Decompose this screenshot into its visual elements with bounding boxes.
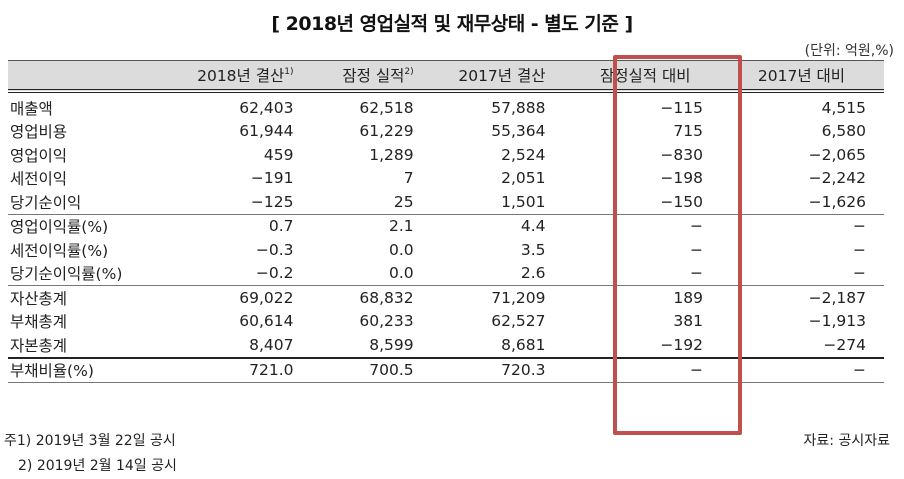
cell-2017: 55,364 [491, 122, 546, 141]
cell-2018: 62,403 [239, 98, 294, 117]
cell-2017: 1,501 [501, 192, 546, 211]
cell-vs-2017: 4,515 [821, 98, 866, 117]
row-label: 매출액 [10, 99, 53, 118]
cell-vs-prelim: − [553, 213, 719, 238]
row-label: 영업이익률(%) [8, 213, 172, 238]
cell-vs-2017: − [853, 240, 866, 259]
cell-prelim: 60,233 [359, 312, 414, 331]
financial-results-table: 2018년 결산1) 잠정 실적2) 2017년 결산 잠정실적 대비 2017… [8, 60, 884, 383]
unit-label: (단위: 억원,%) [804, 43, 894, 59]
cell-vs-2017: − [718, 213, 884, 238]
cell-prelim: 61,229 [359, 122, 414, 141]
cell-2018: −125 [250, 192, 294, 211]
cell-vs-prelim: −192 [660, 335, 703, 354]
cell-2018: 61,944 [239, 122, 294, 141]
table-row: 자산총계 69,022 68,832 71,209 189 −2,187 [8, 285, 884, 310]
cell-prelim: 8,599 [369, 335, 414, 354]
header-preliminary: 잠정 실적2) [295, 60, 416, 93]
table-header-row: 2018년 결산1) 잠정 실적2) 2017년 결산 잠정실적 대비 2017… [8, 60, 884, 93]
cell-2017: 71,209 [415, 285, 554, 310]
source-label: 자료: 공시자료 [803, 433, 890, 449]
cell-vs-prelim: − [689, 264, 703, 283]
cell-2017: 2.6 [520, 264, 546, 283]
table-row: 당기순이익률(%) −0.2 0.0 2.6 − − [8, 262, 884, 286]
cell-2018: 60,614 [239, 312, 294, 331]
cell-vs-2017: −1,913 [808, 312, 866, 331]
cell-prelim: 25 [393, 192, 414, 211]
cell-vs-2017: 6,580 [821, 122, 866, 141]
cell-vs-2017: −274 [823, 335, 866, 354]
row-label: 세전이익 [10, 170, 68, 189]
cell-vs-prelim: −115 [660, 98, 703, 117]
cell-2018: 69,022 [171, 285, 296, 310]
cell-vs-prelim: 715 [673, 122, 703, 141]
cell-prelim: 68,832 [295, 285, 416, 310]
cell-vs-2017: −2,242 [808, 169, 866, 188]
row-label: 영업이익 [10, 146, 68, 165]
cell-2018: −0.2 [255, 264, 294, 283]
header-vs-2017: 2017년 대비 [718, 60, 884, 93]
cell-2018: 459 [263, 145, 294, 164]
cell-2017: 2,524 [501, 145, 546, 164]
cell-2017: 2,051 [501, 169, 546, 188]
cell-vs-prelim: − [689, 240, 703, 259]
row-label: 당기순이익률(%) [10, 265, 123, 284]
table-row: 부채비율(%) 721.0 700.5 720.3 − − [8, 356, 884, 383]
cell-2018: 721.0 [171, 356, 296, 383]
cell-vs-prelim: −198 [660, 169, 703, 188]
cell-2018: 8,407 [249, 335, 294, 354]
row-label: 부채비율(%) [8, 356, 172, 383]
cell-vs-2017: − [853, 264, 866, 283]
row-label: 당기순이익 [10, 193, 82, 212]
cell-prelim: 1,289 [369, 145, 414, 164]
cell-2018: −191 [250, 169, 294, 188]
footnote-2: 2) 2019년 2월 14일 공시 [18, 458, 177, 474]
cell-vs-prelim: − [553, 356, 719, 383]
header-vs-preliminary: 잠정실적 대비 [553, 60, 719, 93]
cell-vs-2017: − [718, 356, 884, 383]
header-2017-settlement: 2017년 결산 [415, 60, 554, 93]
cell-prelim: 0.0 [388, 264, 414, 283]
table-row: 영업이익률(%) 0.7 2.1 4.4 − − [8, 213, 884, 238]
table-row: 세전이익률(%) −0.3 0.0 3.5 − − [8, 238, 884, 262]
cell-vs-2017: −2,187 [718, 285, 884, 310]
table-row: 영업이익 459 1,289 2,524 −830 −2,065 [8, 143, 884, 167]
cell-vs-prelim: 189 [553, 285, 719, 310]
cell-prelim: 2.1 [295, 213, 416, 238]
cell-vs-2017: −1,626 [808, 192, 866, 211]
cell-2017: 62,527 [491, 312, 546, 331]
table-row: 영업비용 61,944 61,229 55,364 715 6,580 [8, 120, 884, 144]
table-row: 부채총계 60,614 60,233 62,527 381 −1,913 [8, 310, 884, 334]
cell-prelim: 7 [403, 169, 414, 188]
cell-2017: 57,888 [491, 98, 546, 117]
table-row: 당기순이익 −125 25 1,501 −150 −1,626 [8, 190, 884, 214]
row-label: 세전이익률(%) [10, 241, 109, 260]
cell-prelim: 0.0 [388, 240, 414, 259]
cell-2017: 8,681 [501, 335, 546, 354]
row-label: 자본총계 [10, 336, 68, 355]
cell-2017: 720.3 [415, 356, 554, 383]
cell-2017: 4.4 [415, 213, 554, 238]
table-title: [ 2018년 영업실적 및 재무상태 - 별도 기준 ] [271, 13, 633, 35]
cell-2017: 3.5 [520, 240, 546, 259]
cell-prelim: 700.5 [295, 356, 416, 383]
row-label: 부채총계 [10, 313, 68, 332]
cell-2018: −0.3 [255, 240, 294, 259]
table-row: 매출액 62,403 62,518 57,888 −115 4,515 [8, 91, 884, 120]
cell-vs-2017: −2,065 [808, 145, 866, 164]
row-label: 자산총계 [8, 285, 172, 310]
cell-2018: 0.7 [171, 213, 296, 238]
table-row: 세전이익 −191 7 2,051 −198 −2,242 [8, 167, 884, 191]
footnote-1: 주1) 2019년 3월 22일 공시 [4, 433, 176, 449]
header-2018-settlement: 2018년 결산1) [171, 60, 296, 93]
cell-vs-prelim: 381 [673, 312, 703, 331]
table-row: 자본총계 8,407 8,599 8,681 −192 −274 [8, 333, 884, 358]
cell-vs-prelim: −150 [660, 192, 703, 211]
row-label: 영업비용 [10, 123, 68, 142]
cell-prelim: 62,518 [359, 98, 414, 117]
header-item [8, 60, 172, 93]
cell-vs-prelim: −830 [660, 145, 703, 164]
